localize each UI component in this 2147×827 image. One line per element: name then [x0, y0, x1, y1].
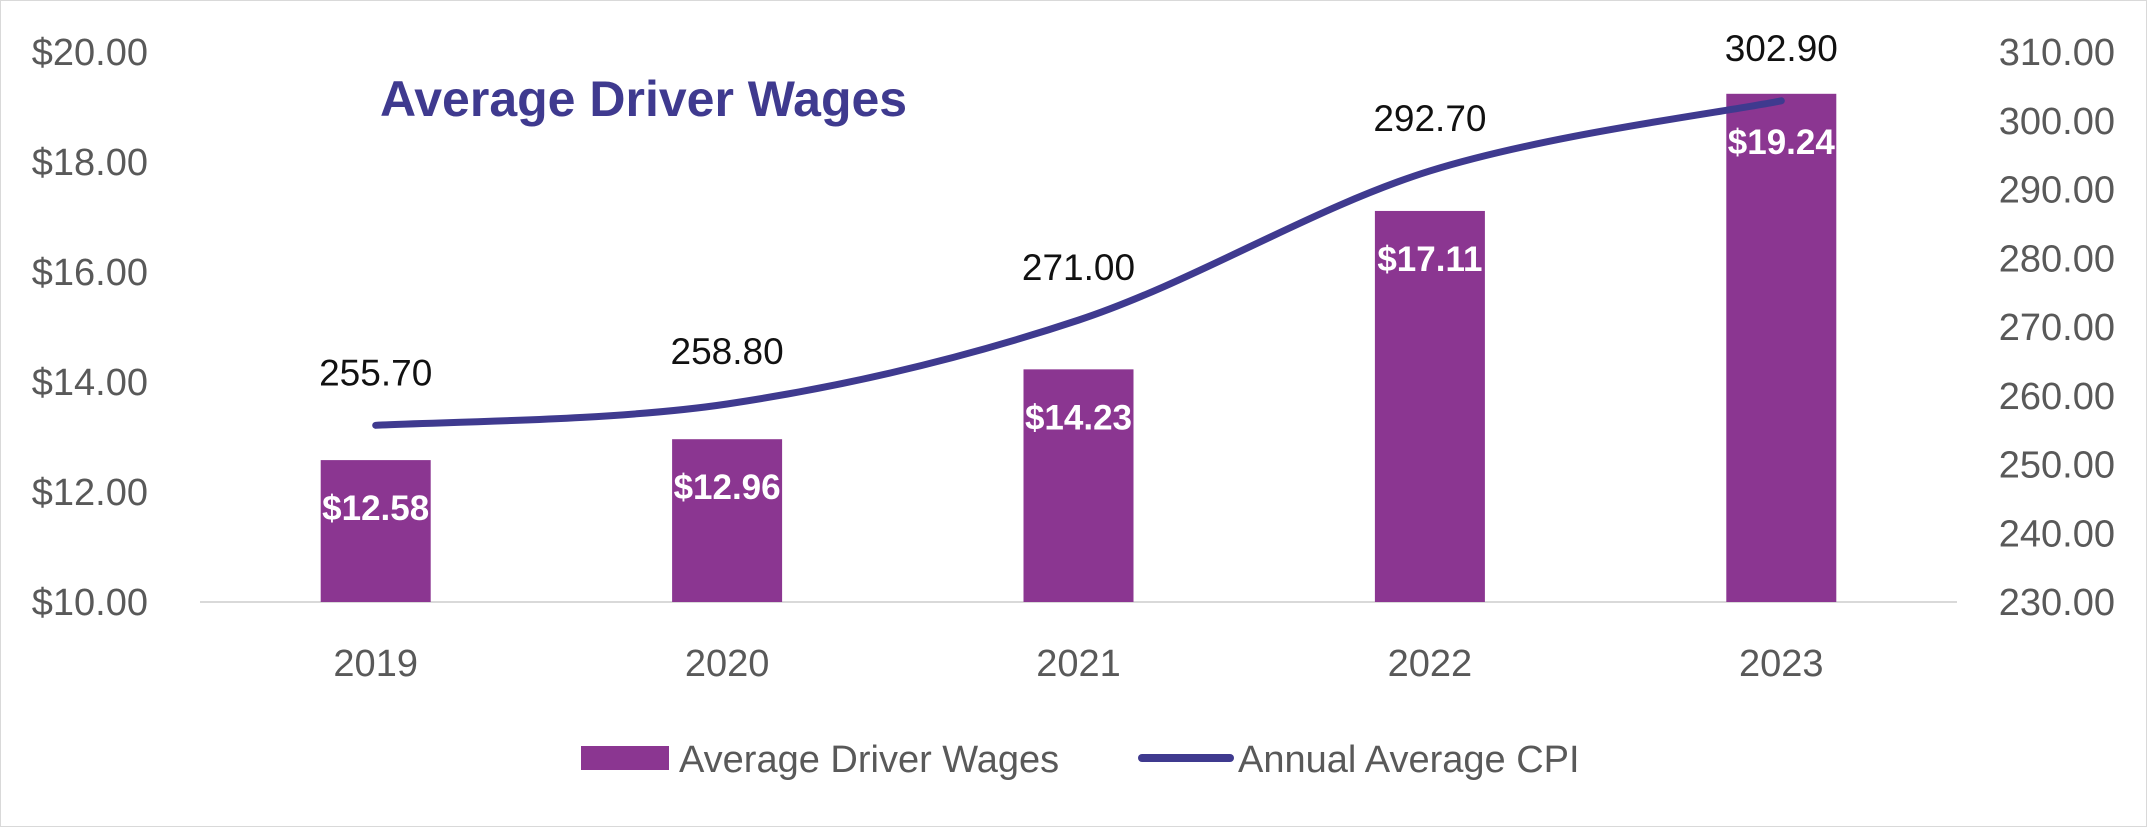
bar	[672, 439, 783, 602]
right-axis-tick-label: 260.00	[1999, 376, 2115, 418]
right-axis-tick-label: 230.00	[1999, 582, 2115, 624]
left-axis-ticks: $10.00 $12.00 $14.00 $16.00 $18.00 $20.00	[32, 32, 148, 624]
bar-data-label: $14.23	[1025, 398, 1132, 437]
left-axis-tick-label: $20.00	[32, 32, 148, 74]
legend-bar-label: Average Driver Wages	[679, 739, 1059, 781]
left-axis-tick-label: $16.00	[32, 252, 148, 294]
line-data-label: 258.80	[671, 331, 784, 372]
x-axis-tick-label: 2023	[1739, 643, 1824, 685]
left-axis-tick-label: $18.00	[32, 142, 148, 184]
left-axis-tick-label: $12.00	[32, 472, 148, 514]
bar	[320, 460, 431, 602]
bar	[1023, 369, 1134, 602]
right-axis-ticks: 230.00 240.00 250.00 260.00 270.00 280.00 290.…	[1999, 32, 2115, 624]
bar-data-label: $12.58	[322, 489, 429, 528]
chart-title: Average Driver Wages	[380, 71, 907, 127]
cpi-series-line	[372, 97, 1785, 429]
line-data-label: 292.70	[1373, 98, 1486, 139]
right-axis-tick-label: 310.00	[1999, 32, 2115, 74]
legend-line-label: Annual Average CPI	[1238, 739, 1580, 781]
x-axis-tick-label: 2019	[333, 643, 418, 685]
bar-series	[320, 93, 1837, 603]
line-data-label: 271.00	[1022, 247, 1135, 288]
right-axis-tick-label: 250.00	[1999, 445, 2115, 487]
bar-data-label: $17.11	[1377, 240, 1482, 279]
x-axis-tick-label: 2021	[1036, 643, 1121, 685]
right-axis-tick-label: 290.00	[1999, 170, 2115, 212]
left-axis-tick-label: $10.00	[32, 582, 148, 624]
bar	[1374, 210, 1485, 602]
right-axis-tick-label: 240.00	[1999, 513, 2115, 555]
legend-bar-swatch	[581, 746, 669, 770]
left-axis-tick-label: $14.00	[32, 362, 148, 404]
right-axis-tick-label: 280.00	[1999, 238, 2115, 280]
x-axis-ticks: 2019 2020 2021 2022 2023	[333, 643, 1823, 685]
line-data-labels: 255.70 258.80 271.00 292.70 302.90	[319, 28, 1838, 394]
x-axis-tick-label: 2020	[685, 643, 770, 685]
line-data-label: 255.70	[319, 352, 432, 393]
right-axis-tick-label: 300.00	[1999, 101, 2115, 143]
x-axis-tick-label: 2022	[1388, 643, 1473, 685]
bar-data-label: $12.96	[674, 468, 781, 507]
legend: Average Driver Wages Annual Average CPI	[581, 739, 1580, 781]
bar	[1726, 93, 1837, 603]
bar-data-label: $19.24	[1728, 123, 1836, 162]
bar-data-labels: $12.58 $12.96 $14.23 $17.11 $19.24	[322, 123, 1835, 528]
right-axis-tick-label: 270.00	[1999, 307, 2115, 349]
line-data-label: 302.90	[1725, 28, 1838, 69]
